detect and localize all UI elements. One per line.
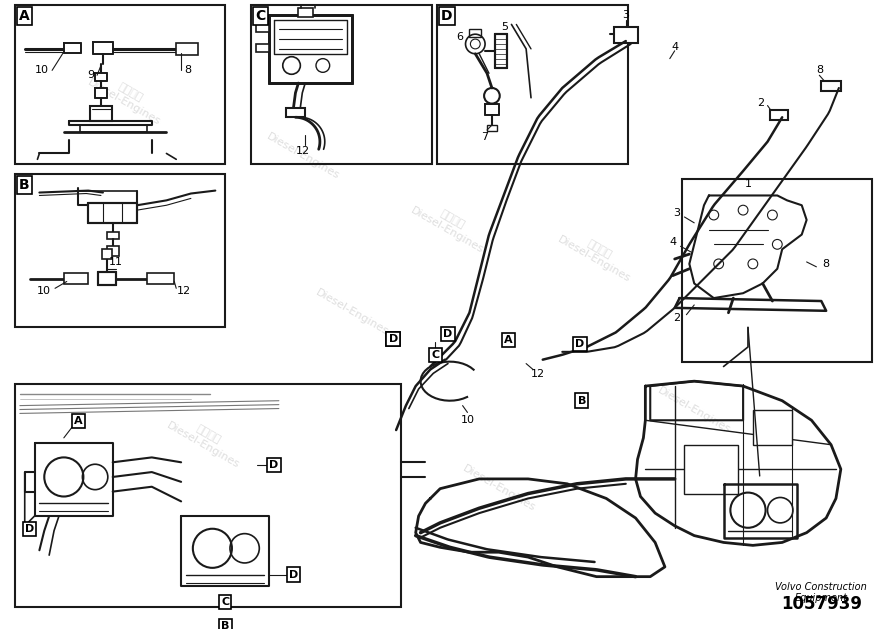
Text: 10: 10 xyxy=(37,286,52,296)
Bar xyxy=(107,247,118,256)
Bar xyxy=(107,231,118,240)
Bar xyxy=(15,384,401,607)
Bar xyxy=(469,30,481,37)
Text: D: D xyxy=(575,339,585,349)
Text: 6: 6 xyxy=(457,32,463,42)
Bar xyxy=(286,108,305,117)
Text: 10: 10 xyxy=(460,415,474,425)
Text: C: C xyxy=(255,9,265,23)
Text: A: A xyxy=(505,335,513,345)
Text: 8: 8 xyxy=(822,259,829,269)
Bar xyxy=(485,104,498,115)
Text: Diesel-Engines: Diesel-Engines xyxy=(461,464,537,514)
Bar xyxy=(93,42,113,53)
Bar xyxy=(495,34,506,69)
Bar xyxy=(487,125,497,131)
Text: 1057939: 1057939 xyxy=(781,595,862,613)
Bar xyxy=(64,43,81,53)
Text: 12: 12 xyxy=(530,369,545,379)
Text: 紫发动力
Diesel-Engines: 紫发动力 Diesel-Engines xyxy=(165,410,247,470)
Text: 4: 4 xyxy=(671,42,678,52)
Bar xyxy=(256,25,269,32)
Text: 12: 12 xyxy=(177,286,191,296)
Bar xyxy=(98,272,116,286)
Text: 2: 2 xyxy=(673,313,680,323)
Text: C: C xyxy=(221,597,229,607)
Text: 11: 11 xyxy=(109,257,123,267)
Bar xyxy=(95,88,107,97)
Text: B: B xyxy=(221,621,230,629)
Text: 紫发动力
Diesel-Engines: 紫发动力 Diesel-Engines xyxy=(555,224,637,284)
Text: 10: 10 xyxy=(35,65,48,75)
Text: 紫发动力
Diesel-Engines: 紫发动力 Diesel-Engines xyxy=(86,68,168,128)
Bar xyxy=(147,273,174,284)
Text: 5: 5 xyxy=(501,23,508,32)
Bar xyxy=(256,44,269,52)
Text: 9: 9 xyxy=(87,70,94,81)
Text: 7: 7 xyxy=(481,132,489,142)
Text: B: B xyxy=(19,178,29,192)
Text: D: D xyxy=(270,460,279,470)
Bar xyxy=(684,445,738,494)
Bar xyxy=(753,411,792,445)
Bar xyxy=(437,5,627,164)
Text: 紫发动力
Diesel-Engines: 紫发动力 Diesel-Engines xyxy=(409,195,491,255)
Text: A: A xyxy=(19,9,29,23)
Text: 8: 8 xyxy=(816,65,823,75)
Text: A: A xyxy=(74,416,83,426)
Bar xyxy=(64,273,88,284)
Bar xyxy=(821,81,841,91)
Bar xyxy=(269,14,352,83)
Text: Volvo Construction
Equipment: Volvo Construction Equipment xyxy=(775,582,867,603)
Text: Diesel-Engines: Diesel-Engines xyxy=(265,131,342,181)
Bar xyxy=(682,179,872,362)
Text: 12: 12 xyxy=(296,147,311,157)
Text: 3: 3 xyxy=(673,208,680,218)
Text: C: C xyxy=(431,350,440,360)
Bar xyxy=(298,8,313,16)
Text: 2: 2 xyxy=(757,97,765,108)
Text: 3: 3 xyxy=(622,9,629,19)
Bar xyxy=(176,43,198,55)
Text: D: D xyxy=(25,524,34,534)
Text: 4: 4 xyxy=(669,237,676,247)
Text: D: D xyxy=(389,334,398,344)
Text: Diesel-Engines: Diesel-Engines xyxy=(656,386,732,435)
Bar xyxy=(90,106,112,121)
Bar xyxy=(102,249,112,259)
Text: 1: 1 xyxy=(744,179,751,189)
Text: D: D xyxy=(443,329,452,339)
Text: D: D xyxy=(289,570,298,580)
Bar xyxy=(252,5,433,164)
Text: B: B xyxy=(578,396,586,406)
Bar xyxy=(15,5,225,164)
Text: 8: 8 xyxy=(184,65,191,75)
Bar xyxy=(15,174,225,328)
Bar xyxy=(95,74,107,81)
Bar xyxy=(771,111,788,120)
Bar xyxy=(88,203,137,223)
Text: D: D xyxy=(441,9,453,23)
Text: D: D xyxy=(389,334,398,344)
Text: Diesel-Engines: Diesel-Engines xyxy=(314,288,391,338)
Bar xyxy=(614,28,637,43)
